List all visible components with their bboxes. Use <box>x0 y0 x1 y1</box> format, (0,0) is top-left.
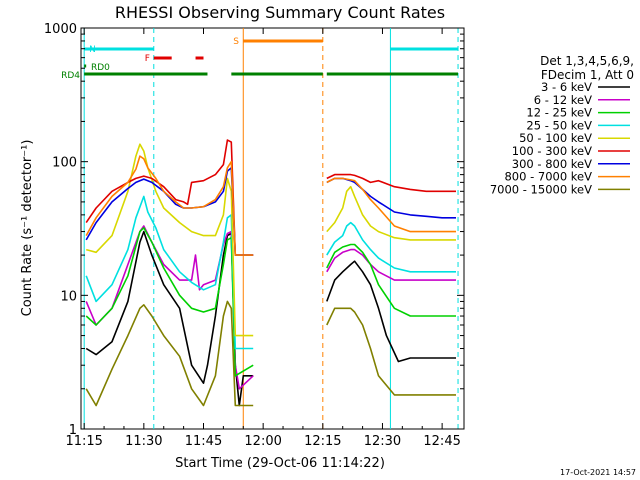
series-line-2-1 <box>326 243 456 317</box>
legend: Det 1,3,4,5,6,9, FDecim 1, Att 0 3 - 6 k… <box>490 54 634 196</box>
legend-label-6: 300 - 800 keV <box>512 157 592 171</box>
series-line-0-0 <box>85 230 254 407</box>
series-line-7-0 <box>85 155 254 256</box>
y-tick-label-2: 100 <box>52 156 77 171</box>
x-tick-label-1: 11:30 <box>125 434 162 449</box>
y-tick-label-3: 1000 <box>44 22 77 37</box>
series-line-4-0 <box>85 143 254 337</box>
legend-label-1: 6 - 12 keV <box>534 93 592 107</box>
annotation-label-n: N <box>89 45 96 55</box>
annotation-label-rd0: RD0 <box>91 63 110 73</box>
x-tick-label-2: 11:45 <box>185 434 222 449</box>
series-line-8-1 <box>326 307 456 396</box>
x-tick-label-6: 12:45 <box>423 434 460 449</box>
x-tick-label-4: 12:15 <box>304 434 341 449</box>
legend-label-2: 12 - 25 keV <box>526 106 592 120</box>
series-line-1-1 <box>326 248 456 281</box>
y-tick-label-1: 10 <box>60 289 77 304</box>
chart-title: RHESSI Observing Summary Count Rates <box>115 3 445 22</box>
x-tick-label-5: 12:30 <box>364 434 401 449</box>
series-line-5-1 <box>326 173 456 193</box>
y-tick-label-0: 1 <box>69 423 77 438</box>
series-line-1-0 <box>85 225 254 390</box>
series-line-7-1 <box>326 177 456 233</box>
legend-header-line-1: Det 1,3,4,5,6,9, <box>540 54 634 68</box>
annotation-label-f: F <box>145 54 150 64</box>
series-line-0-1 <box>326 260 456 363</box>
series-line-8-0 <box>85 300 254 407</box>
annotation-layer: N S F RD0 RD4 <box>61 28 459 429</box>
series-line-3-1 <box>326 221 456 273</box>
annotation-label-s: S <box>233 37 239 47</box>
legend-header-line-2: FDecim 1, Att 0 <box>541 68 634 82</box>
x-tick-label-3: 12:00 <box>244 434 281 449</box>
legend-label-3: 25 - 50 keV <box>526 118 592 132</box>
legend-label-0: 3 - 6 keV <box>541 80 592 94</box>
legend-label-7: 800 - 7000 keV <box>504 170 592 184</box>
series-layer <box>85 139 456 407</box>
x-tick-label-0: 11:15 <box>65 434 102 449</box>
legend-label-5: 100 - 300 keV <box>512 144 592 158</box>
plot-frame <box>80 27 465 430</box>
annotation-label-rd4: RD4 <box>61 71 80 81</box>
timestamp: 17-Oct-2021 14:57 <box>560 468 636 477</box>
series-line-6-1 <box>326 177 456 219</box>
x-axis-label: Start Time (29-Oct-06 11:14:22) <box>175 456 385 471</box>
axis-layer: 11:15 11:30 11:45 12:00 12:15 12:30 12:45 1 10 10… <box>44 22 464 449</box>
legend-label-4: 50 - 100 keV <box>519 131 592 145</box>
series-line-2-0 <box>85 227 254 377</box>
y-axis-label: Count Rate (s⁻¹ detector⁻¹) <box>20 140 35 317</box>
legend-label-8: 7000 - 15000 keV <box>490 182 592 196</box>
series-line-3-0 <box>85 195 254 350</box>
series-line-4-1 <box>326 185 456 241</box>
